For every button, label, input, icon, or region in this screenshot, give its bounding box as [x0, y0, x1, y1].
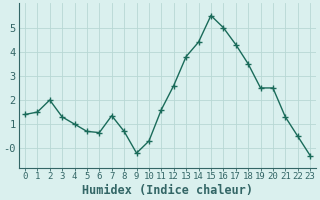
- X-axis label: Humidex (Indice chaleur): Humidex (Indice chaleur): [82, 184, 253, 197]
